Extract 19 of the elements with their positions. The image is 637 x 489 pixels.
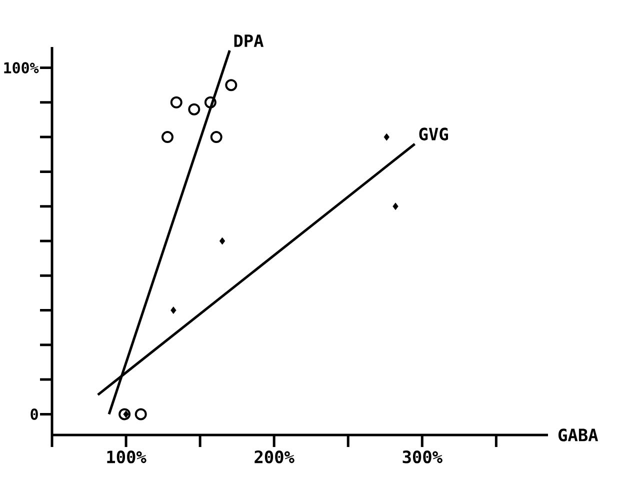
point [392,202,398,210]
point [170,306,176,314]
point [204,96,216,108]
point [134,408,147,420]
point [225,79,238,92]
series-label: GVG [419,128,448,140]
x-axis-title: GABA [558,428,598,442]
point [210,131,222,144]
point [219,237,226,245]
x-tick-label: 300% [402,450,442,464]
y-tick-label: 0 [30,408,38,420]
point [384,133,390,141]
point [161,131,174,144]
point [118,408,131,420]
x-tick-label: 200% [254,450,294,464]
point [170,96,182,108]
x-tick-label: 100% [107,450,146,464]
series-label: DPA [234,34,264,47]
point [188,103,200,116]
